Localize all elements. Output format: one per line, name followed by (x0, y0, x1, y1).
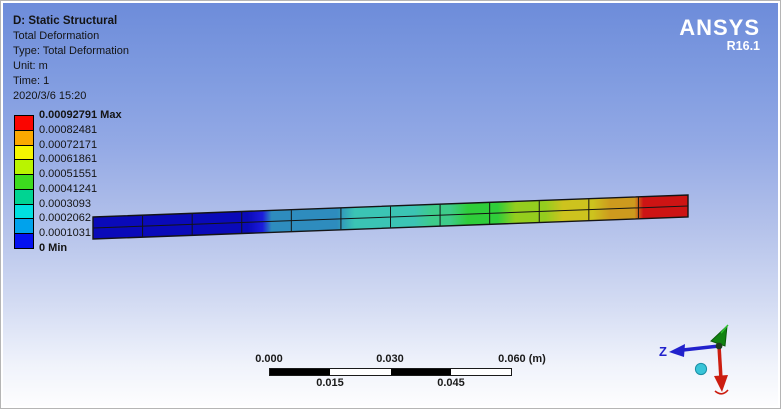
scale-ruler-segment (330, 369, 391, 375)
legend-value: 0.0002062 (39, 212, 91, 224)
legend-value: 0.00082481 (39, 124, 98, 136)
legend-value: 0.00072171 (39, 139, 98, 151)
ansys-logo: ANSYS R16.1 (679, 17, 760, 53)
legend-value: 0.0003093 (39, 198, 91, 210)
scale-ruler-segment (390, 369, 451, 375)
legend-value-min: 0 Min (39, 242, 68, 254)
result-timestamp: 2020/3/6 15:20 (13, 90, 87, 102)
legend-value-max: 0.00092791 Max (39, 109, 122, 121)
contour-legend-colorbar (14, 115, 34, 249)
isometric-view-ball[interactable] (694, 362, 708, 376)
z-axis-label: Z (659, 344, 667, 359)
analysis-title: D: Static Structural (13, 15, 118, 27)
scale-ruler (269, 368, 512, 376)
z-axis-arrow[interactable]: Z (659, 344, 720, 359)
legend-value: 0.00041241 (39, 183, 98, 195)
legend-band (15, 174, 33, 189)
scale-tick-0: 0.000 (255, 353, 283, 365)
legend-value: 0.00061861 (39, 153, 98, 165)
down-axis-arrow[interactable] (714, 345, 729, 395)
triad-origin (715, 342, 723, 350)
legend-band (15, 144, 33, 160)
element-mesh-lines (92, 197, 689, 237)
scale-tick-030: 0.030 (376, 353, 404, 365)
result-annotation: D: Static Structural Total Deformation T… (13, 14, 129, 104)
result-time: Time: 1 (13, 75, 50, 87)
beam-model-contour[interactable] (89, 189, 693, 247)
scale-tick-060: 0.060 (m) (498, 353, 546, 365)
legend-value: 0.00051551 (39, 168, 98, 180)
legend-band (15, 116, 33, 130)
scale-ruler-segment (270, 369, 331, 375)
result-name: Total Deformation (13, 30, 100, 42)
legend-band (15, 218, 33, 234)
ansys-version: R16.1 (726, 39, 760, 53)
scale-ruler-segment (450, 369, 511, 375)
result-unit: Unit: m (13, 60, 48, 72)
legend-value: 0.0001031 (39, 227, 91, 239)
legend-band (15, 203, 33, 219)
legend-band (15, 159, 33, 175)
legend-band (15, 129, 33, 145)
legend-band (15, 188, 33, 204)
orientation-triad: Z (659, 324, 729, 395)
legend-band (15, 233, 33, 249)
result-type: Type: Total Deformation (13, 45, 129, 57)
scale-tick-045: 0.045 (437, 377, 465, 389)
ansys-logo-text: ANSYS (679, 15, 760, 40)
scale-tick-015: 0.015 (316, 377, 344, 389)
